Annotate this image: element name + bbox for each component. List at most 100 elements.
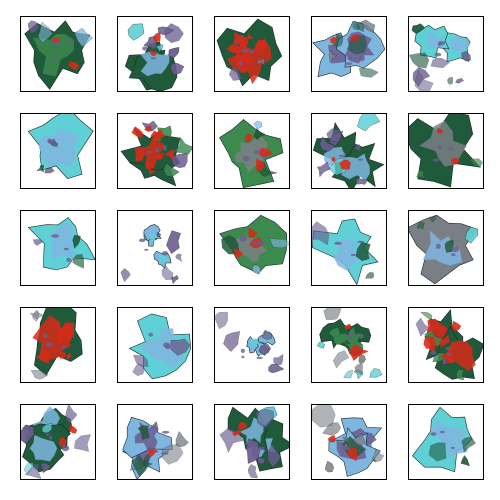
red-fleck <box>59 351 67 359</box>
sample-image <box>120 224 183 285</box>
shape-fragment <box>120 268 131 283</box>
dark-spot <box>250 49 254 55</box>
shape-fragment <box>157 26 175 35</box>
shape-region <box>33 34 75 77</box>
dark-spot <box>430 350 437 355</box>
sample-image <box>120 120 192 187</box>
shape-fragment <box>369 368 383 378</box>
red-fleck <box>144 125 152 132</box>
dark-spot <box>338 154 347 158</box>
shape-fragment <box>131 454 149 478</box>
shape-region <box>450 35 470 56</box>
shape-fragment <box>323 308 342 320</box>
shape-region <box>158 253 170 264</box>
sample-image <box>409 214 479 285</box>
shape-fragment <box>175 430 189 447</box>
red-fleck <box>36 351 50 364</box>
shape-region <box>139 135 166 169</box>
red-fleck <box>163 148 175 161</box>
sample-image <box>312 19 386 78</box>
red-fleck <box>150 49 158 56</box>
sample-image <box>219 214 289 275</box>
sample-tile <box>408 307 484 383</box>
dark-spot <box>451 253 456 257</box>
red-fleck <box>131 126 143 139</box>
dark-spot <box>63 247 69 251</box>
dark-spot <box>251 241 259 245</box>
dark-spot <box>258 446 266 450</box>
sample-tile <box>117 16 193 92</box>
shape-fragment <box>358 67 379 78</box>
red-fleck <box>153 32 161 43</box>
shape-fragment <box>258 344 271 356</box>
shape-fragment <box>74 434 91 452</box>
shape-fragment <box>161 265 174 281</box>
shape-fragment <box>415 317 430 337</box>
shape-fragment <box>137 425 150 440</box>
shape-fragment <box>432 352 446 362</box>
dark-spot <box>67 39 73 44</box>
dark-spot <box>448 147 454 150</box>
sample-tile <box>408 210 484 286</box>
dark-spot <box>241 49 249 53</box>
shape-fragment <box>273 353 284 366</box>
sample-tile <box>311 404 387 480</box>
shape-fragment <box>355 241 371 262</box>
sample-tile <box>20 16 96 92</box>
red-fleck <box>438 324 448 334</box>
shape-fragment <box>253 128 266 140</box>
red-fleck <box>255 39 267 51</box>
red-fleck <box>248 227 258 239</box>
dark-spot <box>357 158 364 161</box>
sample-image <box>27 114 94 179</box>
sample-tile <box>408 16 484 92</box>
dark-spot <box>257 240 265 246</box>
shape-fragment <box>430 57 451 68</box>
shape-fragment <box>252 264 262 275</box>
shape-fragment <box>41 422 53 434</box>
shape-fragment <box>326 128 342 143</box>
shape-fragment <box>464 226 479 244</box>
red-fleck <box>234 31 246 45</box>
shape-fragment <box>44 167 55 174</box>
red-fleck <box>234 249 244 258</box>
dark-spot <box>142 46 148 51</box>
shape-fragment <box>127 23 145 41</box>
red-fleck <box>148 448 155 459</box>
dark-spot <box>347 56 352 61</box>
red-fleck <box>451 320 462 331</box>
dark-spot <box>238 61 244 65</box>
dark-spot <box>450 446 455 449</box>
shape-fragment <box>173 136 192 155</box>
shape-fragment <box>461 436 476 453</box>
dark-spot <box>445 347 452 350</box>
shape-fragment <box>312 221 330 246</box>
red-fleck <box>339 159 351 170</box>
shape-fragment <box>411 23 426 34</box>
shape-region <box>233 236 268 263</box>
shape-fragment <box>469 158 483 168</box>
sample-image <box>215 311 285 374</box>
shape-region <box>140 328 184 368</box>
red-fleck <box>348 343 369 361</box>
shape-fragment <box>32 309 45 322</box>
sample-image <box>312 114 385 188</box>
sample-image <box>216 18 283 87</box>
shape-fragment <box>409 52 430 69</box>
shape-fragment <box>328 50 338 63</box>
shape-fragment <box>461 51 471 62</box>
shape-region <box>329 327 348 346</box>
dark-spot <box>341 444 346 451</box>
shape-fragment <box>166 230 181 254</box>
dark-spot <box>163 342 171 348</box>
sample-tile <box>20 210 96 286</box>
dark-spot <box>239 235 247 242</box>
shape-fragment <box>268 363 285 374</box>
red-fleck <box>327 435 336 443</box>
dark-spot <box>240 348 245 353</box>
dark-spot <box>61 345 66 350</box>
sample-tile <box>408 404 484 480</box>
red-fleck <box>238 422 248 431</box>
dark-spot <box>434 52 442 57</box>
shape-fragment <box>316 161 331 178</box>
